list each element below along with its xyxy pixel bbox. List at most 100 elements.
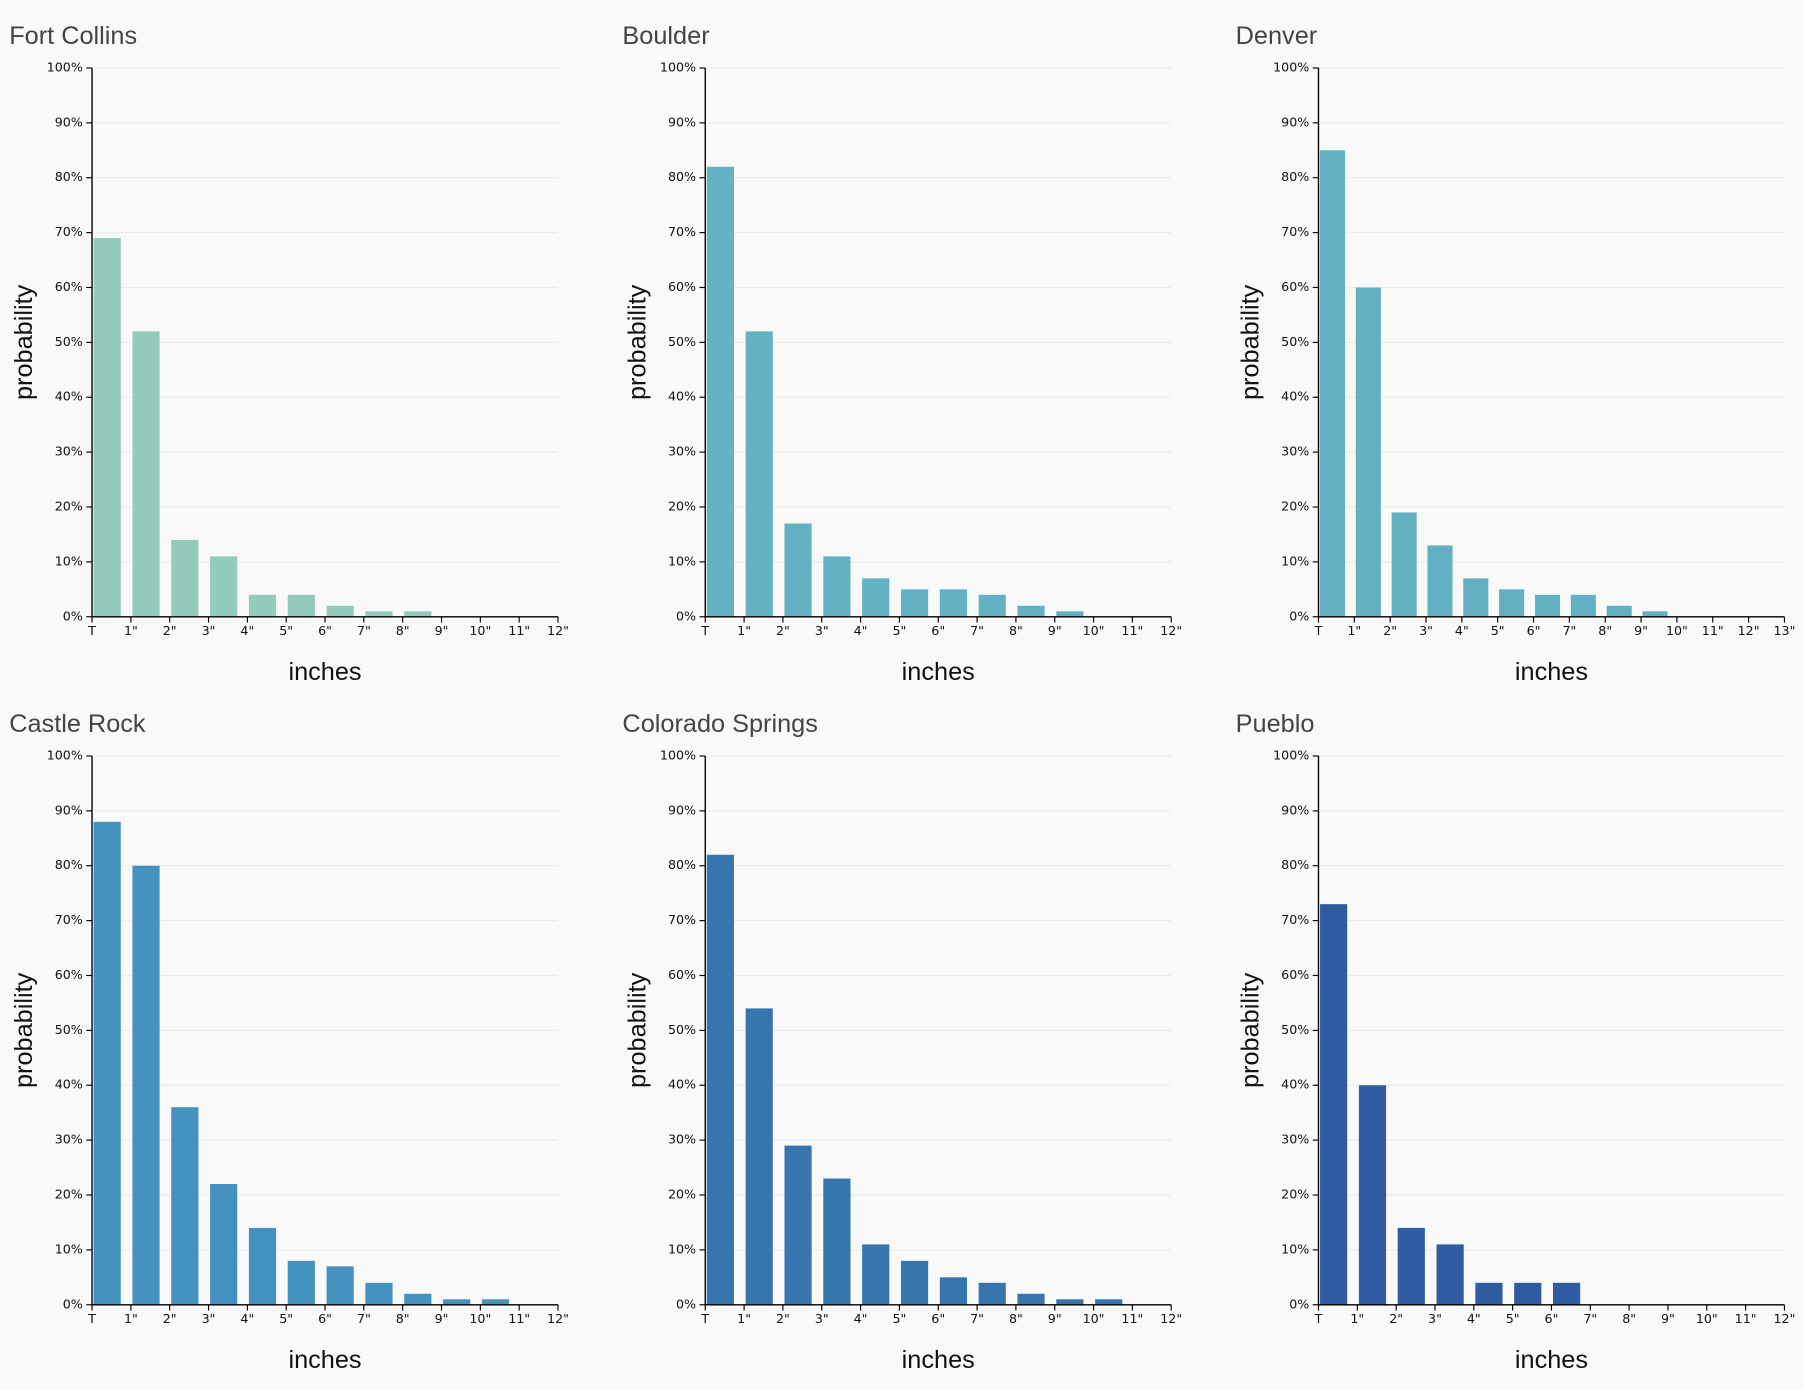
x-tick-label: 10" [1696,1311,1718,1326]
y-tick-label: 20% [55,499,83,514]
y-tick-label: 60% [55,967,83,982]
x-tick-label: T [700,1311,709,1326]
y-tick-label: 80% [55,857,83,872]
bar [93,238,121,617]
x-tick-label: 9" [1634,623,1648,638]
x-tick-label: 6" [318,623,332,638]
x-tick-label: 8" [396,623,410,638]
x-tick-label: 9" [1048,1311,1062,1326]
y-tick-label: 10% [55,553,83,568]
x-tick-label: 3" [1419,623,1433,638]
x-tick-label: 12" [1160,623,1182,638]
bar [404,611,432,617]
bar [365,1282,393,1305]
x-tick-label: 4" [1455,623,1469,638]
x-tick-label: 2" [776,1311,790,1326]
chart-title: Denver [1236,22,1318,50]
y-axis-title: probability [10,284,38,400]
x-tick-label: 5" [892,623,906,638]
bar [1397,1227,1425,1305]
x-tick-label: 12" [1738,623,1760,638]
x-tick-label: 6" [1527,623,1541,638]
x-axis-title: inches [288,1346,361,1374]
bar [1320,904,1348,1305]
panel: Colorado Springs 0% 10% 20% 30% 40% 50% 60% 70% 8… [622,710,1182,1374]
bar [1391,512,1417,617]
x-tick-label: 1" [124,1311,138,1326]
x-tick-label: 8" [1622,1311,1636,1326]
bar [978,594,1006,617]
y-tick-label: 0% [676,1296,696,1311]
y-tick-label: 50% [55,1022,83,1037]
y-tick-label: 20% [668,1187,696,1202]
y-tick-label: 30% [1281,1132,1309,1147]
y-tick-label: 20% [1281,1187,1309,1202]
x-tick-label: 8" [1009,623,1023,638]
x-tick-label: 12" [1160,1311,1182,1326]
y-tick-label: 70% [668,224,696,239]
y-tick-label: 30% [55,1132,83,1147]
x-tick-label: 10" [1083,623,1105,638]
y-tick-label: 90% [668,114,696,129]
x-axis-title: inches [1515,658,1588,686]
y-tick-label: 40% [668,389,696,404]
x-tick-label: 9" [1661,1311,1675,1326]
bar [443,1299,471,1305]
x-tick-label: 7" [970,623,984,638]
bar [132,865,160,1305]
x-tick-label: 1" [1350,1311,1364,1326]
y-tick-label: 100% [1273,59,1309,74]
bar [745,1008,773,1305]
y-tick-label: 60% [1281,279,1309,294]
y-tick-label: 60% [1281,967,1309,982]
bar [210,556,238,617]
x-tick-label: 10" [469,1311,491,1326]
x-tick-label: 7" [357,623,371,638]
y-tick-label: 90% [1281,114,1309,129]
y-tick-label: 80% [1281,857,1309,872]
chart-title: Fort Collins [9,22,137,50]
x-tick-label: 2" [776,623,790,638]
bar [1570,594,1596,617]
x-tick-label: 11" [1121,1311,1143,1326]
bar [900,1260,929,1305]
bar [171,539,199,617]
panel: Castle Rock 0% 10% 20% 30% 40% 50% 60% 70% 80% 90%… [9,710,569,1374]
y-tick-label: 50% [55,334,83,349]
y-tick-label: 90% [1281,802,1309,817]
y-axis-title: probability [623,284,651,400]
chart-title: Castle Rock [9,710,146,738]
y-tick-label: 0% [63,608,83,623]
bar [1056,1299,1084,1305]
y-tick-label: 20% [1281,499,1309,514]
bar [900,589,929,617]
y-tick-label: 90% [668,802,696,817]
bar [1355,287,1381,617]
x-tick-label: 9" [1048,623,1062,638]
x-tick-label: 7" [1562,623,1576,638]
y-tick-label: 30% [55,444,83,459]
panel: Denver 0% 10% 20% 30% 40% 50% 60% 70% 80% 90% 100% T… [1236,22,1796,686]
bar [93,821,121,1305]
chart-title: Colorado Springs [622,710,817,738]
x-tick-label: 5" [1506,1311,1520,1326]
bar [862,578,890,617]
x-tick-label: 6" [931,623,945,638]
bar [287,594,315,617]
bar [1319,150,1346,617]
y-tick-label: 50% [668,1022,696,1037]
y-tick-label: 50% [1281,334,1309,349]
x-tick-label: 8" [396,1311,410,1326]
x-axis-title: inches [288,658,361,686]
x-tick-label: 11" [508,623,530,638]
y-tick-label: 0% [1289,608,1309,623]
bar [823,1178,851,1305]
y-tick-label: 70% [1281,912,1309,927]
bar [1056,611,1084,617]
y-axis-title: probability [1237,972,1265,1088]
y-tick-label: 80% [1281,169,1309,184]
x-axis-title: inches [902,1346,975,1374]
y-tick-label: 90% [55,802,83,817]
x-tick-label: 5" [279,1311,293,1326]
bar [939,589,967,617]
